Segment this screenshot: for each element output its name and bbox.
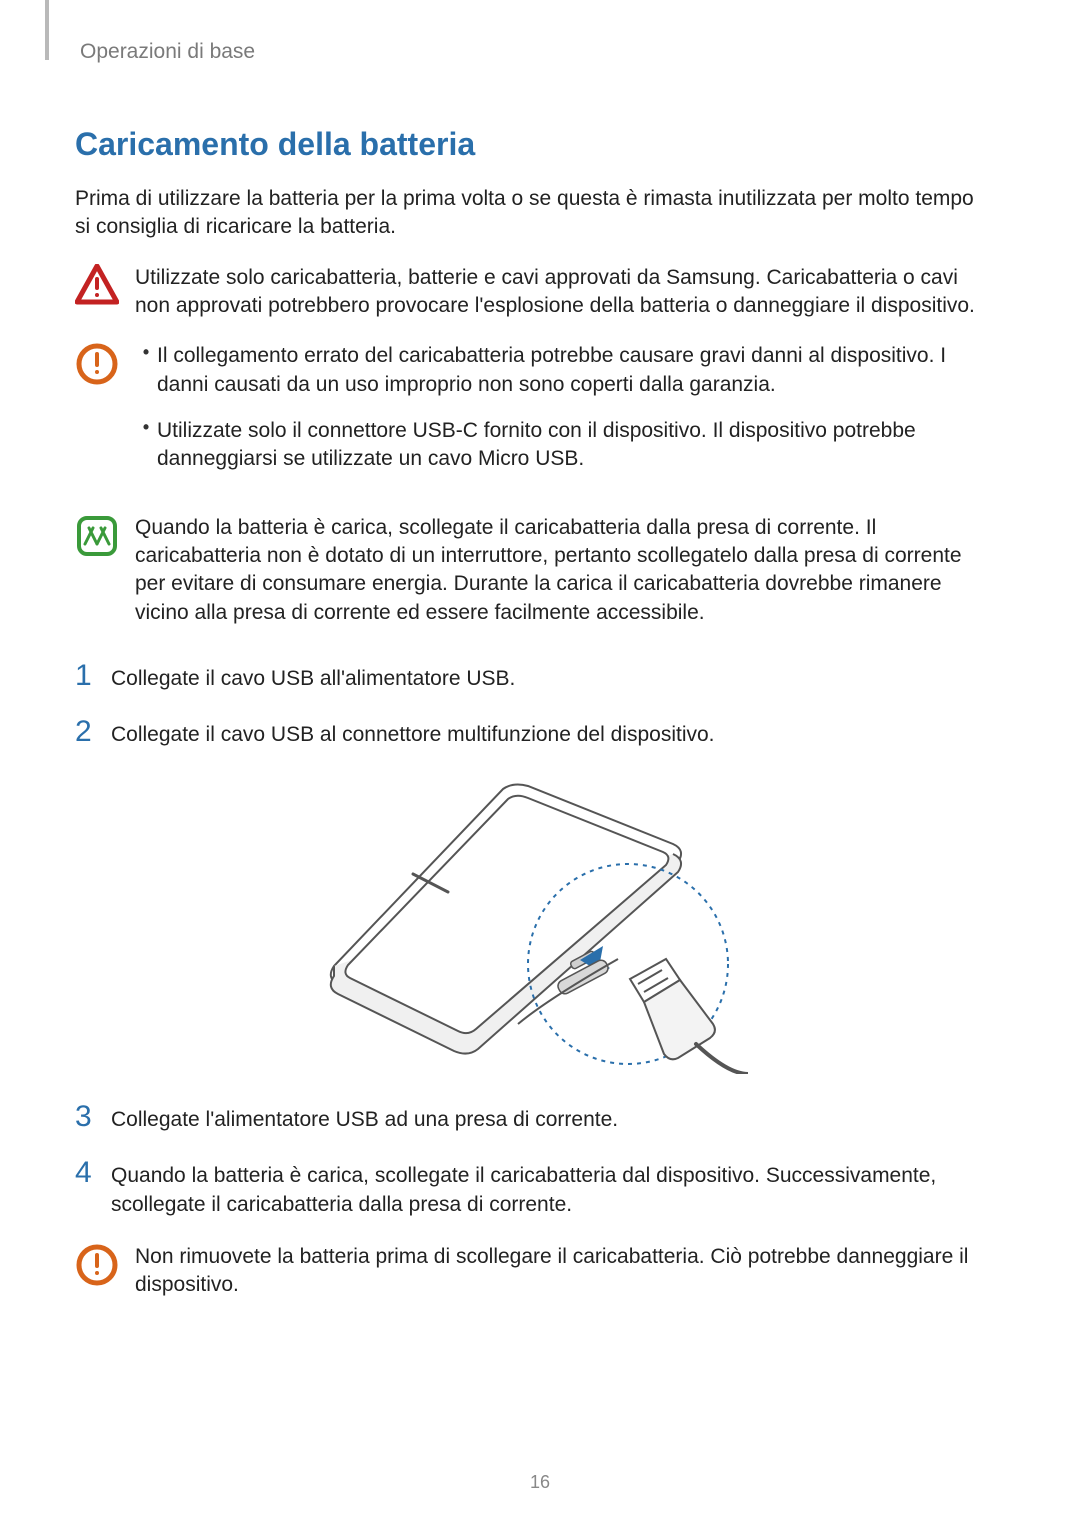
step-item: 4 Quando la batteria è carica, scollegat…: [75, 1158, 990, 1219]
caution-icon: [75, 1243, 135, 1300]
warning-icon: [75, 264, 135, 321]
step-number: 4: [75, 1158, 111, 1188]
info-icon: [75, 514, 135, 627]
step-number: 3: [75, 1102, 111, 1132]
step-list: 1 Collegate il cavo USB all'alimentatore…: [75, 661, 990, 750]
intro-paragraph: Prima di utilizzare la batteria per la p…: [75, 185, 990, 242]
bullet-dot-icon: •: [135, 342, 157, 364]
caution-bullet: • Utilizzate solo il connettore USB-C fo…: [135, 417, 990, 474]
charging-figure: [75, 774, 990, 1074]
header-tab-bar: [45, 0, 49, 60]
caution-note-2: Non rimuovete la batteria prima di scoll…: [75, 1243, 990, 1300]
step-text: Collegate l'alimentatore USB ad una pres…: [111, 1102, 990, 1134]
step-item: 2 Collegate il cavo USB al connettore mu…: [75, 717, 990, 749]
caution-icon: [75, 342, 135, 491]
manual-page: Operazioni di base Caricamento della bat…: [0, 0, 1080, 1527]
caution-bullet-text: Il collegamento errato del caricabatteri…: [157, 342, 990, 399]
step-text: Collegate il cavo USB al connettore mult…: [111, 717, 990, 749]
page-title: Caricamento della batteria: [75, 126, 990, 163]
info-note: Quando la batteria è carica, scollegate …: [75, 514, 990, 627]
step-list: 3 Collegate l'alimentatore USB ad una pr…: [75, 1102, 990, 1219]
caution-2-text: Non rimuovete la batteria prima di scoll…: [135, 1243, 990, 1300]
warning-text: Utilizzate solo caricabatteria, batterie…: [135, 264, 990, 321]
bullet-dot-icon: •: [135, 417, 157, 439]
breadcrumb: Operazioni di base: [80, 40, 990, 64]
page-number: 16: [0, 1472, 1080, 1493]
caution-bullet-text: Utilizzate solo il connettore USB-C forn…: [157, 417, 990, 474]
caution-note: • Il collegamento errato del caricabatte…: [75, 342, 990, 491]
step-text: Collegate il cavo USB all'alimentatore U…: [111, 661, 990, 693]
caution-bullet: • Il collegamento errato del caricabatte…: [135, 342, 990, 399]
warning-note: Utilizzate solo caricabatteria, batterie…: [75, 264, 990, 321]
info-text: Quando la batteria è carica, scollegate …: [135, 514, 990, 627]
step-item: 3 Collegate l'alimentatore USB ad una pr…: [75, 1102, 990, 1134]
step-number: 1: [75, 661, 111, 691]
step-item: 1 Collegate il cavo USB all'alimentatore…: [75, 661, 990, 693]
step-text: Quando la batteria è carica, scollegate …: [111, 1158, 990, 1219]
step-number: 2: [75, 717, 111, 747]
